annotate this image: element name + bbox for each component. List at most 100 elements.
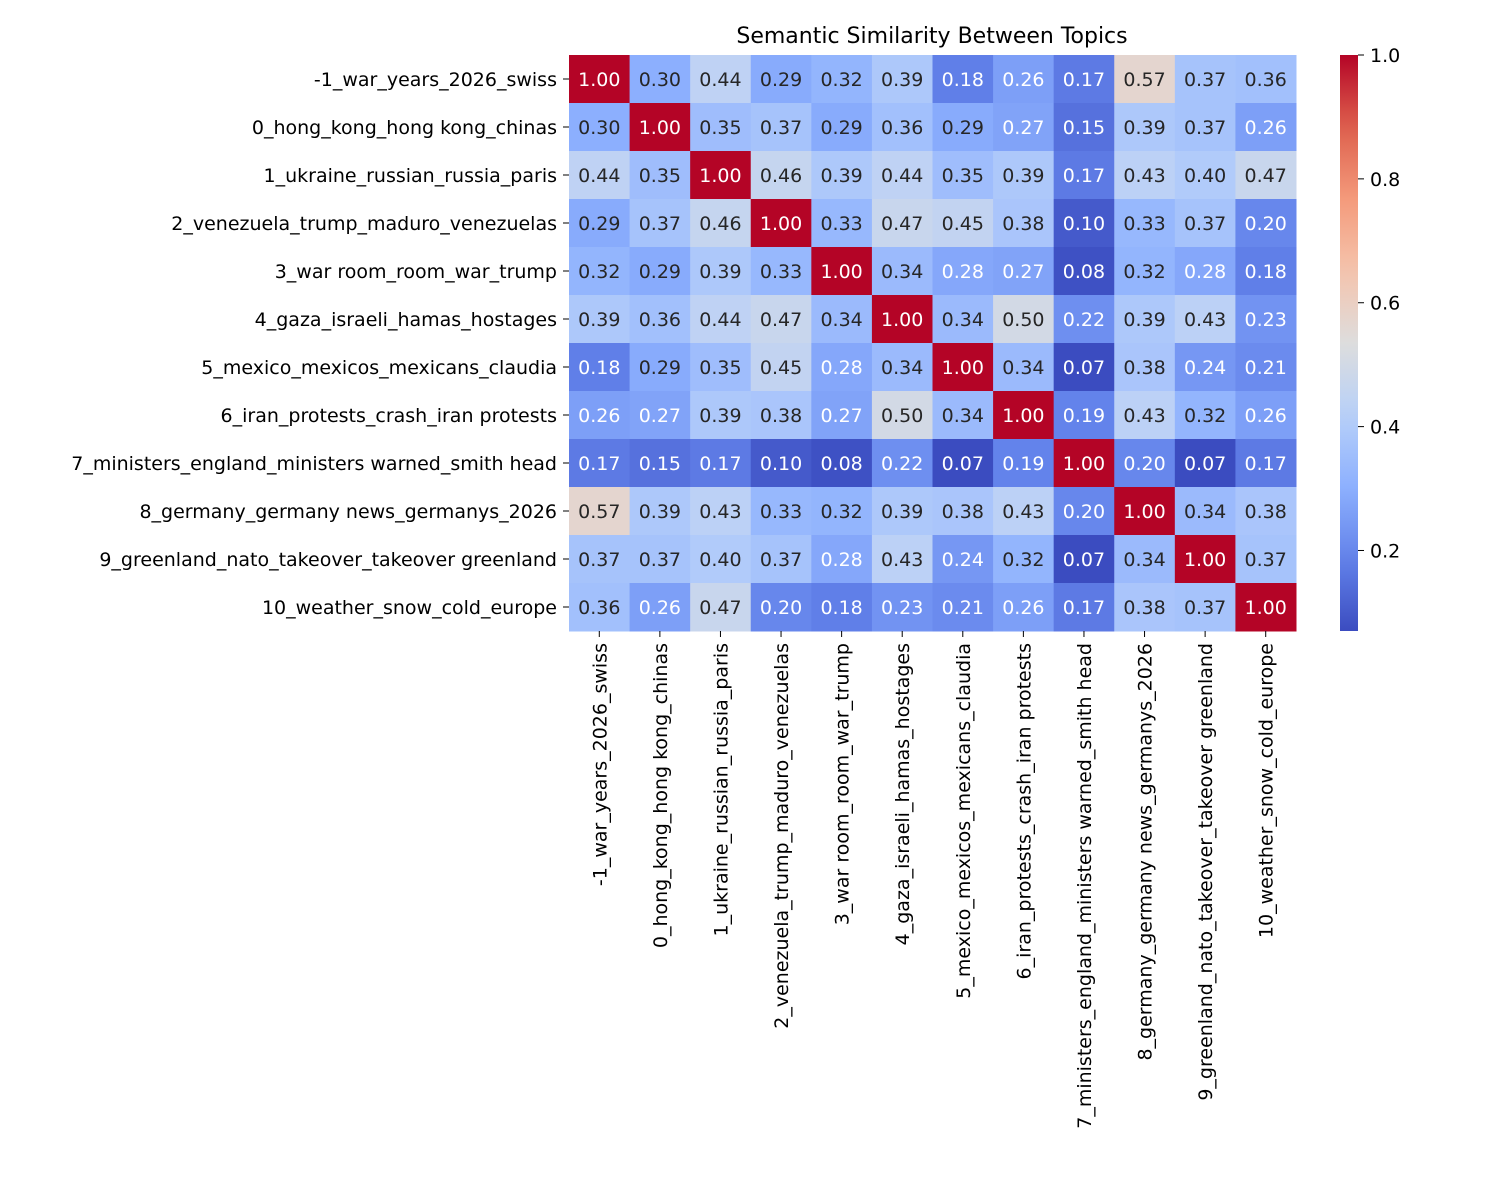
heatmap-cell bbox=[629, 391, 691, 440]
heatmap-cell bbox=[811, 247, 873, 296]
colorbar-tick-label: 0.8 bbox=[1370, 169, 1400, 191]
cell-value-label: 0.37 bbox=[1184, 117, 1226, 139]
heatmap-cell bbox=[750, 247, 812, 296]
cell-value-label: 1.00 bbox=[1184, 549, 1226, 571]
cell-value-label: 0.33 bbox=[1123, 213, 1165, 235]
cell-value-label: 0.39 bbox=[881, 69, 923, 91]
heatmap-cell bbox=[569, 391, 631, 440]
heatmap-cell bbox=[1174, 151, 1236, 200]
heatmap-cell bbox=[569, 583, 631, 632]
heatmap-cell bbox=[871, 295, 933, 344]
cell-value-label: 0.40 bbox=[1184, 165, 1226, 187]
heatmap-cell bbox=[690, 199, 752, 248]
cell-value-label: 0.32 bbox=[1002, 549, 1044, 571]
heatmap-cell bbox=[690, 343, 752, 392]
cell-value-label: 0.07 bbox=[1184, 453, 1226, 475]
y-tick-label: 4_gaza_israeli_hamas_hostages bbox=[255, 309, 557, 331]
heatmap-cell bbox=[629, 439, 691, 488]
heatmap-cell bbox=[1053, 103, 1115, 152]
heatmap-cell bbox=[569, 343, 631, 392]
x-tick-label: 3_war room_room_war_trump bbox=[832, 643, 854, 925]
heatmap-cell bbox=[871, 535, 933, 584]
x-tick-label: -1_war_years_2026_swiss bbox=[589, 643, 611, 886]
cell-value-label: 0.32 bbox=[1123, 261, 1165, 283]
cell-value-label: 1.00 bbox=[881, 309, 923, 331]
heatmap-cell bbox=[993, 295, 1055, 344]
heatmap-cell bbox=[871, 55, 933, 104]
cell-value-label: 0.35 bbox=[699, 117, 741, 139]
heatmap-cell bbox=[569, 487, 631, 536]
cell-value-label: 1.00 bbox=[820, 261, 862, 283]
heatmap-cell bbox=[690, 151, 752, 200]
x-tick-label: 10_weather_snow_cold_europe bbox=[1256, 643, 1278, 938]
heatmap-cell bbox=[993, 247, 1055, 296]
heatmap-cell bbox=[871, 247, 933, 296]
cell-value-label: 0.20 bbox=[1245, 213, 1287, 235]
cell-value-label: 0.45 bbox=[942, 213, 984, 235]
cell-value-label: 0.18 bbox=[1245, 261, 1287, 283]
heatmap-cell bbox=[690, 103, 752, 152]
cell-value-label: 0.30 bbox=[578, 117, 620, 139]
y-tick-label: 9_greenland_nato_takeover_takeover green… bbox=[99, 549, 557, 571]
cell-value-label: 0.47 bbox=[760, 309, 802, 331]
heatmap-cell bbox=[1174, 487, 1236, 536]
heatmap-cell bbox=[750, 103, 812, 152]
cell-value-label: 1.00 bbox=[942, 357, 984, 379]
heatmap-cell bbox=[1114, 487, 1176, 536]
cell-value-label: 0.37 bbox=[1245, 549, 1287, 571]
heatmap-cell bbox=[1053, 151, 1115, 200]
heatmap-cell bbox=[1053, 583, 1115, 632]
heatmap-cell bbox=[629, 55, 691, 104]
y-tick-label: 2_venezuela_trump_maduro_venezuelas bbox=[171, 213, 557, 235]
x-tick-label: 5_mexico_mexicos_mexicans_claudia bbox=[953, 643, 975, 999]
heatmap-cell bbox=[993, 199, 1055, 248]
cell-value-label: 0.38 bbox=[1002, 213, 1044, 235]
cell-value-label: 0.36 bbox=[881, 117, 923, 139]
cell-value-label: 0.29 bbox=[639, 261, 681, 283]
cell-value-label: 0.46 bbox=[699, 213, 741, 235]
y-tick-label: 1_ukraine_russian_russia_paris bbox=[264, 165, 557, 187]
cell-value-label: 0.44 bbox=[699, 69, 741, 91]
cell-value-label: 0.10 bbox=[760, 453, 802, 475]
cell-value-label: 0.38 bbox=[1123, 357, 1165, 379]
cell-value-label: 0.26 bbox=[1002, 597, 1044, 619]
heatmap-cell bbox=[1114, 439, 1176, 488]
heatmap-cell bbox=[1235, 535, 1297, 584]
heatmap-cell bbox=[932, 199, 994, 248]
heatmap-cell bbox=[871, 391, 933, 440]
cell-value-label: 0.08 bbox=[1063, 261, 1105, 283]
cell-value-label: 0.15 bbox=[639, 453, 681, 475]
x-tick-label: 0_hong_kong_hong kong_chinas bbox=[650, 643, 672, 948]
heatmap-cell bbox=[932, 103, 994, 152]
heatmap-cell bbox=[750, 487, 812, 536]
cell-value-label: 0.26 bbox=[1245, 117, 1287, 139]
heatmap-cell bbox=[1235, 295, 1297, 344]
heatmap-cell bbox=[1114, 55, 1176, 104]
heatmap-cell bbox=[1174, 103, 1236, 152]
heatmap-cell bbox=[811, 103, 873, 152]
cell-value-label: 0.45 bbox=[760, 357, 802, 379]
heatmap-cell bbox=[871, 199, 933, 248]
heatmap-cell bbox=[932, 535, 994, 584]
cell-value-label: 0.17 bbox=[1063, 165, 1105, 187]
heatmap-cell bbox=[569, 103, 631, 152]
cell-value-label: 0.37 bbox=[1184, 597, 1226, 619]
y-tick-label: -1_war_years_2026_swiss bbox=[314, 69, 557, 91]
heatmap-cell bbox=[1174, 343, 1236, 392]
heatmap-cell bbox=[811, 343, 873, 392]
x-tick-label: 9_greenland_nato_takeover_takeover green… bbox=[1195, 643, 1217, 1101]
cell-value-label: 0.33 bbox=[760, 501, 802, 523]
cell-value-label: 0.34 bbox=[881, 261, 923, 283]
heatmap-cell bbox=[932, 55, 994, 104]
colorbar-tick-label: 0.6 bbox=[1370, 293, 1400, 315]
cell-value-label: 0.29 bbox=[760, 69, 802, 91]
heatmap-cell bbox=[811, 55, 873, 104]
heatmap-cell bbox=[811, 583, 873, 632]
cell-value-label: 0.34 bbox=[942, 405, 984, 427]
heatmap-cell bbox=[750, 583, 812, 632]
heatmap-cell bbox=[1114, 247, 1176, 296]
heatmap-cell bbox=[569, 199, 631, 248]
cell-value-label: 0.26 bbox=[1245, 405, 1287, 427]
heatmap-cell bbox=[1053, 199, 1115, 248]
cell-value-label: 1.00 bbox=[1063, 453, 1105, 475]
